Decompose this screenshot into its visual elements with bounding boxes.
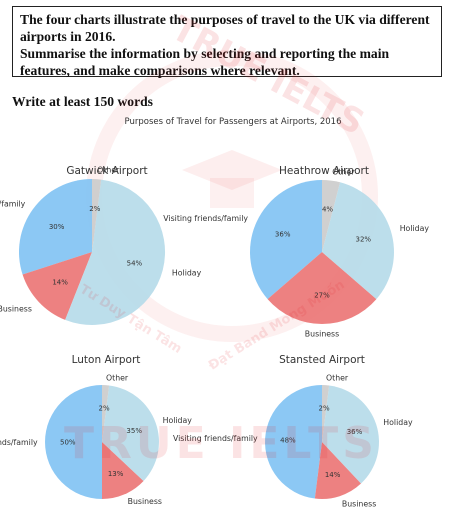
gatwick-airport-slice-holiday — [65, 179, 166, 326]
heathrow-airport-pct-other: 4% — [322, 206, 333, 214]
gatwick-airport-label-business: Business — [0, 305, 32, 314]
gatwick-airport-title: Gatwick Airport — [66, 165, 147, 177]
heathrow-airport-label-other: Other — [332, 167, 355, 176]
gatwick-airport-pct-business: 14% — [52, 279, 68, 287]
luton-airport-pct-other: 2% — [99, 404, 110, 412]
stansted-airport-slice-visiting — [265, 385, 322, 499]
stansted-airport-slice-holiday — [322, 385, 379, 484]
watermark-text-bottom: TRUE IELTS — [64, 418, 378, 469]
stansted-airport-pct-visiting: 48% — [280, 436, 296, 444]
luton-airport-pct-holiday: 35% — [126, 427, 142, 435]
stansted-airport-pct-business: 14% — [325, 471, 341, 479]
luton-airport-slice-visiting — [45, 385, 102, 499]
luton-airport-title: Luton Airport — [72, 354, 141, 366]
gatwick-airport-label-visiting: Visiting friends/family — [0, 200, 26, 209]
heathrow-airport-label-holiday: Holiday — [400, 224, 430, 233]
luton-airport-label-visiting: Visiting friends/family — [0, 438, 38, 447]
gatwick-airport-pct-visiting: 30% — [49, 223, 65, 231]
stansted-airport-label-business: Business — [342, 499, 376, 508]
gatwick-airport-slice-other — [92, 179, 102, 252]
luton-airport-label-other: Other — [106, 374, 129, 383]
heathrow-airport-pct-business: 27% — [314, 292, 330, 300]
word-count-note: Write at least 150 words — [12, 94, 153, 109]
luton-airport-pie: Luton Airport 50% Visiting friends/family 1… — [0, 354, 192, 506]
gatwick-airport-pct-other: 2% — [89, 205, 100, 213]
gatwick-airport-slice-visiting — [18, 179, 92, 275]
stansted-airport-slice-business — [314, 442, 362, 499]
pies-layer: Gatwick Airport 30% Visiting friends/famil… — [0, 165, 429, 508]
stansted-airport-label-other: Other — [326, 374, 349, 383]
luton-airport-label-holiday: Holiday — [163, 416, 193, 425]
gatwick-airport-pie: Gatwick Airport 30% Visiting friends/famil… — [0, 165, 202, 326]
graduation-cap-icon — [182, 150, 282, 190]
heathrow-airport-pct-visiting: 36% — [275, 231, 291, 239]
heathrow-airport-label-business: Business — [305, 329, 339, 338]
luton-airport-label-business: Business — [128, 497, 162, 506]
chart-title: Purposes of Travel for Passengers at Air… — [125, 117, 342, 127]
heathrow-airport-pct-holiday: 32% — [356, 236, 372, 244]
gatwick-airport-label-other: Other — [97, 166, 120, 175]
stansted-airport-pie: Stansted Airport 48% Visiting friends/fami… — [173, 354, 413, 508]
heathrow-airport-title: Heathrow Airport — [279, 165, 369, 177]
heathrow-airport-pie: Heathrow Airport 36% Visiting friends/fami… — [163, 165, 429, 338]
stansted-airport-title: Stansted Airport — [279, 354, 365, 366]
stansted-airport-pct-other: 2% — [319, 404, 330, 412]
stansted-airport-pct-holiday: 36% — [347, 428, 363, 436]
heathrow-airport-slice-other — [322, 180, 341, 252]
stansted-airport-slice-other — [322, 385, 330, 442]
gatwick-airport-slice-business — [22, 252, 92, 320]
luton-airport-pct-visiting: 50% — [60, 439, 76, 447]
gatwick-airport-pct-holiday: 54% — [127, 259, 143, 267]
heathrow-airport-slice-business — [267, 252, 377, 324]
luton-airport-pct-business: 13% — [108, 470, 124, 478]
heathrow-airport-label-visiting: Visiting friends/family — [163, 214, 248, 223]
luton-airport-slice-business — [102, 442, 144, 499]
stansted-airport-label-holiday: Holiday — [383, 418, 413, 427]
task-instructions: Summarise the information by selecting a… — [20, 46, 390, 78]
luton-airport-slice-other — [102, 385, 110, 442]
gatwick-airport-label-holiday: Holiday — [172, 269, 202, 278]
graduation-cap-base — [210, 178, 254, 208]
task-prompt-box: The four charts illustrate the purposes … — [12, 6, 442, 78]
stansted-airport-label-visiting: Visiting friends/family — [173, 434, 258, 443]
luton-airport-slice-holiday — [102, 385, 159, 482]
task-description: The four charts illustrate the purposes … — [20, 12, 430, 44]
heathrow-airport-slice-visiting — [250, 180, 322, 300]
heathrow-airport-slice-holiday — [322, 182, 394, 300]
